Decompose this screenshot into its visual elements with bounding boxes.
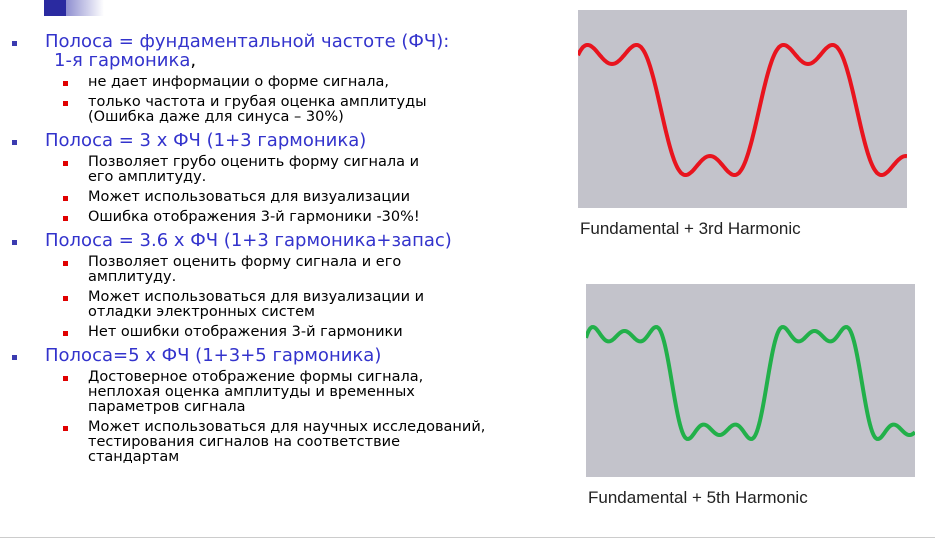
bullet-list: Полоса = фундаментальной частоте (ФЧ): 1-…	[0, 32, 570, 471]
bullet-item: Полоса = 3 х ФЧ (1+3 гармоника) Позволяет…	[0, 131, 570, 225]
sub-line: тестирования сигналов на соответствие	[88, 434, 400, 450]
heading-line: 1-я гармоника	[54, 50, 191, 71]
bullet-heading: Полоса = 3.6 х ФЧ (1+3 гармоника+запас)	[45, 231, 570, 250]
sub-line: (Ошибка даже для синуса – 30%)	[88, 109, 344, 125]
wave	[576, 43, 908, 177]
sub-line: амплитуду.	[88, 269, 177, 285]
heading-line: Полоса = фундаментальной частоте (ФЧ):	[45, 31, 450, 52]
sub-item: Нет ошибки отображения 3-й гармоники	[45, 325, 570, 340]
sub-item: Позволяет оценить форму сигнала и его амп…	[45, 255, 570, 285]
waveform-3rd	[576, 10, 908, 208]
sub-line: Ошибка отображения 3-й гармоники -30%!	[88, 209, 420, 225]
sub-line: только частота и грубая оценка амплитуды	[88, 94, 427, 110]
heading-suffix: ,	[190, 50, 197, 71]
heading-line: Полоса = 3 х ФЧ (1+3 гармоника)	[45, 130, 367, 151]
sub-line: Позволяет грубо оценить форму сигнала и	[88, 154, 420, 170]
sub-line: Может использоваться для научных исследо…	[88, 419, 486, 435]
sub-item: Достоверное отображение формы сигнала, не…	[45, 370, 570, 415]
sub-line: параметров сигнала	[88, 399, 246, 415]
bullet-item: Полоса=5 х ФЧ (1+3+5 гармоника) Достоверн…	[0, 346, 570, 465]
wave	[584, 324, 917, 442]
heading-line: Полоса = 3.6 х ФЧ (1+3 гармоника+запас)	[45, 230, 452, 251]
sub-item: Может использоваться для научных исследо…	[45, 420, 570, 465]
corner-bar	[44, 0, 104, 16]
sub-line: Нет ошибки отображения 3-й гармоники	[88, 324, 403, 340]
sub-line: неплохая оценка амплитуды и временных	[88, 384, 415, 400]
figure: Fundamental + 3rd Harmonic	[576, 10, 908, 240]
sub-line: его амплитуду.	[88, 169, 207, 185]
sub-item: Ошибка отображения 3-й гармоники -30%!	[45, 210, 570, 225]
bullet-heading: Полоса=5 х ФЧ (1+3+5 гармоника)	[45, 346, 570, 365]
caption: Fundamental + 3rd Harmonic	[580, 219, 801, 238]
sub-line: Может использоваться для визуализации и	[88, 289, 425, 305]
waveform-5th	[584, 284, 917, 477]
bullet-item: Полоса = 3.6 х ФЧ (1+3 гармоника+запас) П…	[0, 231, 570, 340]
bullet-heading: Полоса = фундаментальной частоте (ФЧ): 1-…	[45, 32, 570, 70]
bullet-heading: Полоса = 3 х ФЧ (1+3 гармоника)	[45, 131, 570, 150]
sub-line: отладки электронных систем	[88, 304, 315, 320]
sub-item: только частота и грубая оценка амплитуды…	[45, 95, 570, 125]
sub-line: стандартам	[88, 449, 180, 465]
sub-line: Позволяет оценить форму сигнала и его	[88, 254, 402, 270]
caption: Fundamental + 5th Harmonic	[588, 488, 808, 507]
sub-line: Достоверное отображение формы сигнала,	[88, 369, 424, 385]
bullet-item: Полоса = фундаментальной частоте (ФЧ): 1-…	[0, 32, 570, 125]
heading-line: Полоса=5 х ФЧ (1+3+5 гармоника)	[45, 345, 382, 366]
sub-item: не дает информации о форме сигнала,	[45, 75, 570, 90]
footer-line	[0, 537, 935, 538]
sub-item: Может использоваться для визуализации	[45, 190, 570, 205]
figure: Fundamental + 5th Harmonic	[584, 284, 917, 514]
sub-line: не дает информации о форме сигнала,	[88, 74, 389, 90]
sub-line: Может использоваться для визуализации	[88, 189, 411, 205]
